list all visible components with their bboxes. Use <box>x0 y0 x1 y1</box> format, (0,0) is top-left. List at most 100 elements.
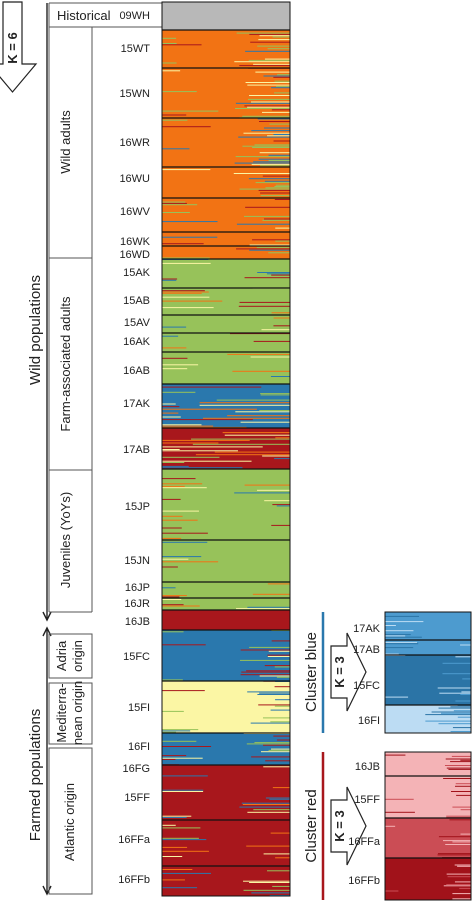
admixture-streak <box>457 716 471 718</box>
admixture-streak <box>259 35 290 37</box>
admixture-streak <box>162 729 199 731</box>
admixture-streak <box>243 132 290 134</box>
admixture-streak <box>267 654 290 656</box>
cb-pop-label: 15FC <box>353 680 380 692</box>
admixture-streak <box>262 717 290 719</box>
admixture-streak <box>385 634 411 636</box>
admixture-streak <box>162 212 190 213</box>
admixture-streak <box>162 126 211 128</box>
admixture-streak <box>162 37 177 39</box>
admixture-streak <box>162 292 202 294</box>
admixture-streak <box>271 87 290 89</box>
admixture-streak <box>162 631 184 633</box>
pop-label: 16WV <box>120 206 151 218</box>
pop-label: 16JB <box>125 616 150 628</box>
admixture-streak <box>244 215 290 217</box>
admixture-streak <box>162 846 188 848</box>
admixture-streak <box>268 154 290 156</box>
admixture-streak <box>260 394 290 396</box>
admixture-streak <box>244 484 290 486</box>
admixture-streak <box>162 789 204 791</box>
admixture-streak <box>245 206 290 208</box>
admixture-streak <box>162 419 253 421</box>
admixture-streak <box>452 898 471 900</box>
admixture-streak <box>425 714 471 716</box>
admixture-streak <box>263 766 290 768</box>
admixture-streak <box>249 95 290 96</box>
admixture-streak <box>252 147 290 148</box>
admixture-streak <box>162 446 263 448</box>
pop-label: 16AB <box>123 365 150 377</box>
admixture-streak <box>162 487 207 489</box>
admixture-streak <box>270 376 290 377</box>
admixture-streak <box>454 864 471 866</box>
admixture-streak <box>452 806 471 808</box>
admixture-streak <box>385 811 415 813</box>
cb-pop-label: 17AK <box>353 623 381 635</box>
admixture-streak <box>260 165 290 167</box>
admixture-streak <box>162 202 187 204</box>
admixture-streak <box>454 881 471 883</box>
admixture-streak <box>162 204 198 206</box>
cluster-red-title: Cluster red <box>303 789 320 862</box>
cluster-blue-title: Cluster blue <box>303 632 320 712</box>
admixture-streak <box>277 74 290 76</box>
admixture-streak <box>275 240 290 242</box>
admixture-streak <box>446 767 471 769</box>
admixture-streak <box>214 451 290 453</box>
admixture-streak <box>232 370 290 372</box>
admixture-streak <box>250 722 290 724</box>
admixture-streak <box>274 458 290 460</box>
admixture-streak <box>162 850 209 852</box>
admixture-streak <box>162 412 179 414</box>
admixture-streak <box>162 386 262 388</box>
cr-pop-label: 15FF <box>354 794 380 806</box>
admixture-streak <box>274 666 290 668</box>
admixture-streak <box>250 41 290 43</box>
admixture-streak <box>253 809 290 811</box>
admixture-streak <box>275 227 290 229</box>
admixture-streak <box>162 460 252 462</box>
admixture-streak <box>239 65 290 67</box>
admixture-streak <box>162 221 218 223</box>
admixture-streak <box>265 187 290 189</box>
admixture-streak <box>385 621 424 623</box>
admixture-streak <box>445 844 471 845</box>
admixture-streak <box>234 162 290 164</box>
pop-label: 16JR <box>124 598 150 610</box>
admixture-streak <box>451 791 471 792</box>
admixture-streak <box>273 325 290 327</box>
admixture-streak <box>162 556 202 558</box>
admixture-streak <box>249 249 290 251</box>
admixture-streak <box>264 500 290 502</box>
admixture-streak <box>257 694 290 695</box>
admixture-streak <box>162 561 219 563</box>
admixture-streak <box>385 653 399 655</box>
admixture-streak <box>271 524 290 526</box>
admixture-streak <box>455 656 471 658</box>
admixture-streak <box>162 450 238 452</box>
admixture-streak <box>442 840 471 842</box>
admixture-streak <box>267 48 290 50</box>
admixture-streak <box>242 145 290 147</box>
pop-label: 15FI <box>128 702 150 714</box>
pop-label: 15JP <box>125 501 150 513</box>
admixture-streak <box>162 730 191 732</box>
pop-label: 16JP <box>125 582 150 594</box>
admixture-streak <box>462 678 471 680</box>
admixture-streak <box>162 746 212 747</box>
admixture-streak <box>275 85 290 87</box>
admixture-streak <box>257 45 290 47</box>
admixture-streak <box>227 353 290 355</box>
admixture-streak <box>267 656 290 657</box>
admixture-streak <box>162 296 210 298</box>
admixture-streak <box>162 827 201 829</box>
admixture-streak <box>162 357 188 359</box>
admixture-streak <box>259 675 290 677</box>
pop-label: 16FFa <box>118 834 151 846</box>
admixture-streak <box>238 136 290 138</box>
admixture-streak <box>262 744 290 746</box>
admixture-streak <box>162 483 203 485</box>
admixture-streak <box>275 184 290 186</box>
admixture-streak <box>270 721 290 723</box>
